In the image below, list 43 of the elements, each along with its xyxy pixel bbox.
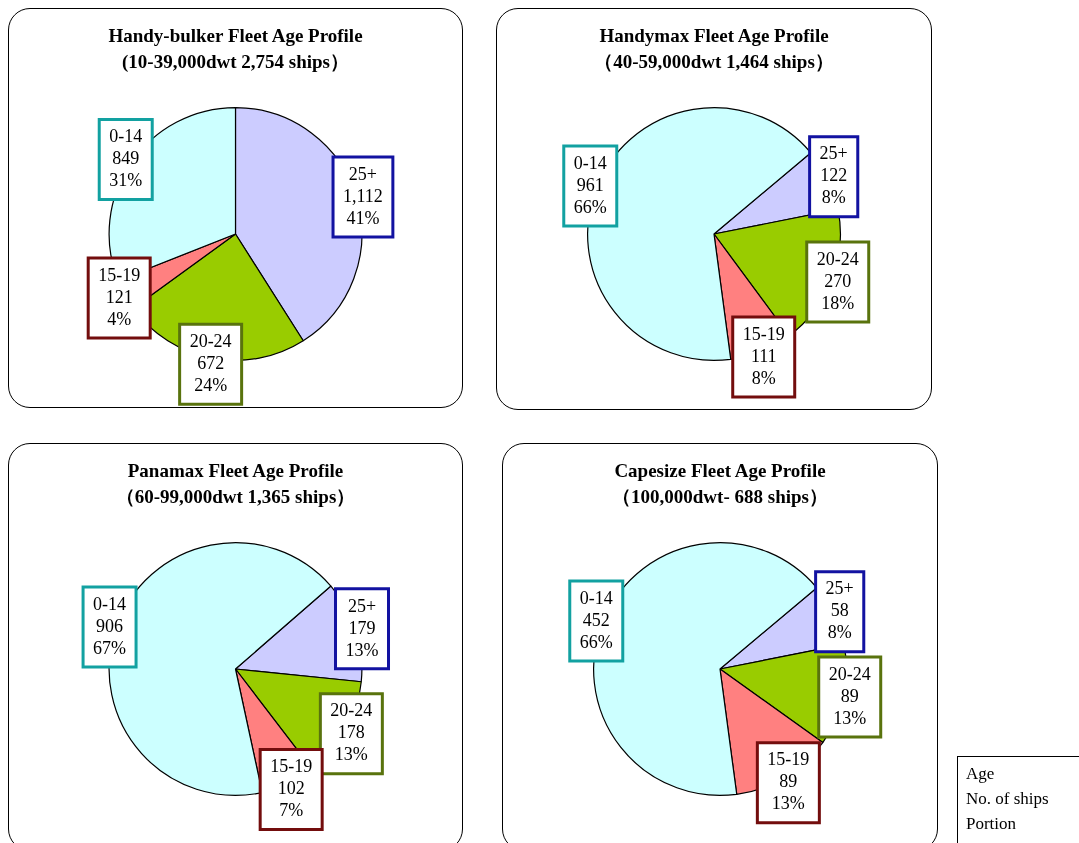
chart-subtitle: (10-39,000dwt 2,754 ships） [121, 50, 350, 74]
data-label: 111 8% [750, 345, 777, 388]
slice-label: 15-19 [98, 264, 141, 285]
slice-label: 25+ [347, 595, 377, 616]
data-label: 906 67% [93, 615, 127, 658]
slice-label: 20-24 [189, 331, 232, 352]
data-label: 672 24% [194, 353, 228, 396]
chart-title: Capesize Fleet Age Profile [613, 459, 827, 483]
chart-subtitle: （40-59,000dwt 1,464 ships） [593, 50, 835, 74]
chart-subtitle: （100,000dwt- 688 ships） [611, 485, 829, 509]
data-label: 121 4% [105, 286, 133, 329]
chart-subtitle: （60-99,000dwt 1,365 ships） [114, 485, 357, 509]
text: Age [966, 763, 996, 785]
slice-label: 25+ [819, 143, 848, 164]
data-label: 122 8% [820, 165, 848, 208]
data-label: 89 13% [771, 771, 805, 814]
data-label: 58 8% [827, 600, 852, 643]
slice-label: 0-14 [579, 587, 613, 608]
data-label: 270 18% [821, 270, 855, 313]
data-label: 178 13% [334, 722, 368, 765]
data-label: 1,112 41% [343, 185, 383, 228]
text: Portion [966, 813, 1018, 835]
slice-label: 0-14 [109, 126, 143, 147]
slice-label: 15-19 [742, 323, 785, 344]
data-label: 89 13% [833, 685, 867, 728]
data-label: 849 31% [109, 148, 143, 191]
slice-label: 20-24 [816, 248, 859, 269]
slice-label: 15-19 [767, 749, 810, 770]
data-label: 179 13% [345, 617, 379, 660]
data-label: 961 66% [573, 174, 607, 217]
chart-title: Handy-bulker Fleet Age Profile [107, 24, 364, 48]
slice-label: 20-24 [330, 700, 373, 721]
slice-label: 15-19 [270, 756, 313, 777]
slice-label: 25+ [348, 163, 378, 184]
slice-label: 0-14 [573, 152, 607, 173]
data-label: 452 66% [579, 609, 613, 652]
chart-title: Handymax Fleet Age Profile [598, 24, 830, 48]
chart-title: Panamax Fleet Age Profile [126, 459, 345, 483]
text: No. of ships [966, 788, 1050, 810]
slice-label: 20-24 [828, 663, 871, 684]
slice-label: 25+ [825, 578, 854, 599]
data-label: 102 7% [277, 778, 305, 821]
slice-label: 0-14 [93, 593, 127, 614]
